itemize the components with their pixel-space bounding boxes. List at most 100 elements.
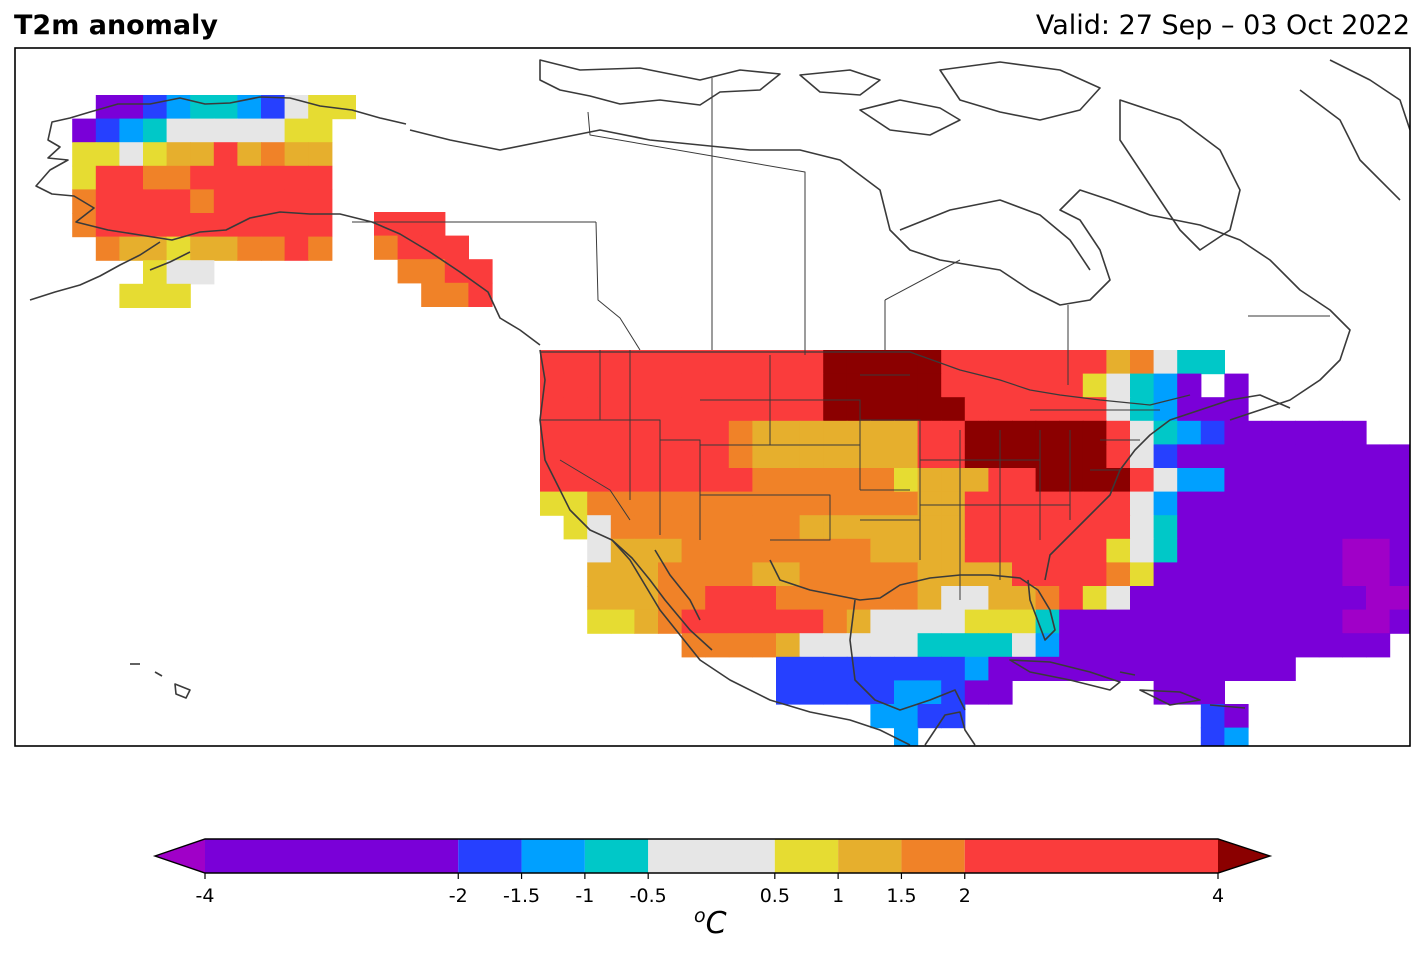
grid-cell [1318, 420, 1343, 445]
grid-cell [752, 444, 777, 469]
grid-cell [823, 656, 848, 681]
grid-cell [1130, 373, 1155, 398]
grid-cell [870, 350, 895, 375]
grid-cell [870, 420, 895, 445]
grid-cell [143, 95, 168, 120]
grid-cell [634, 468, 659, 493]
colorbar-segment [458, 839, 522, 873]
colorbar-segment [964, 839, 1218, 873]
grid-cell [1295, 609, 1320, 634]
grid-cell [119, 165, 144, 190]
grid-cell [752, 515, 777, 540]
grid-cell [894, 444, 919, 469]
grid-cell [1318, 562, 1343, 587]
grid-cell [1200, 538, 1225, 563]
grid-cell [728, 444, 753, 469]
grid-cell [941, 609, 966, 634]
grid-cell [1153, 609, 1178, 634]
grid-cell [1224, 586, 1249, 611]
grid-cell [1295, 420, 1320, 445]
grid-cell [444, 235, 469, 260]
grid-cell [587, 586, 612, 611]
grid-cell [95, 118, 120, 143]
grid-cell [1177, 633, 1202, 658]
grid-cell [1059, 373, 1084, 398]
grid-cell [1130, 586, 1155, 611]
grid-cell [1012, 491, 1037, 516]
grid-cell [941, 515, 966, 540]
grid-cell [119, 283, 144, 308]
grid-cell [1271, 420, 1296, 445]
grid-cell [1366, 444, 1391, 469]
grid-cell [1224, 633, 1249, 658]
grid-cell [1130, 397, 1155, 422]
grid-cell [1177, 586, 1202, 611]
grid-cell [468, 259, 493, 284]
grid-cell [658, 350, 683, 375]
grid-cell [1318, 468, 1343, 493]
grid-cell [1248, 468, 1273, 493]
grid-cell [1271, 515, 1296, 540]
grid-cell [964, 633, 989, 658]
grid-cell [964, 656, 989, 681]
grid-cell [72, 213, 97, 238]
grid-cell [421, 259, 446, 284]
grid-cell [1248, 420, 1273, 445]
grid-cell [1012, 397, 1037, 422]
grid-cell [752, 609, 777, 634]
grid-cell [728, 633, 753, 658]
grid-cell [1177, 656, 1202, 681]
grid-cell [1342, 538, 1367, 563]
grid-cell [95, 165, 120, 190]
grid-cell [846, 562, 871, 587]
grid-cell [1248, 515, 1273, 540]
grid-cell [705, 350, 730, 375]
grid-cell [284, 165, 309, 190]
colorbar-under-arrow [155, 839, 205, 873]
grid-cell [610, 420, 635, 445]
grid-cell [119, 189, 144, 214]
grid-cell [1177, 515, 1202, 540]
grid-cell [846, 444, 871, 469]
grid-cell [917, 397, 942, 422]
grid-cell [846, 350, 871, 375]
grid-cell [540, 397, 565, 422]
grid-cell [587, 444, 612, 469]
grid-cell [1248, 491, 1273, 516]
grid-cell [917, 633, 942, 658]
grid-cell [941, 444, 966, 469]
grid-cell [1318, 538, 1343, 563]
grid-cell [1177, 468, 1202, 493]
grid-cell [870, 562, 895, 587]
grid-cell [308, 189, 333, 214]
grid-cell [894, 562, 919, 587]
grid-cell [331, 95, 356, 120]
grid-cell [634, 397, 659, 422]
grid-cell [143, 189, 168, 214]
grid-cell [1271, 444, 1296, 469]
grid-cell [587, 350, 612, 375]
grid-cell [166, 189, 191, 214]
grid-cell [776, 609, 801, 634]
grid-cell [776, 633, 801, 658]
grid-cell [1318, 586, 1343, 611]
grid-cell [1366, 609, 1391, 634]
grid-cell [1177, 491, 1202, 516]
grid-cell [308, 213, 333, 238]
grid-cell [681, 373, 706, 398]
grid-cell [1059, 562, 1084, 587]
grid-cell [846, 491, 871, 516]
grid-cell [1200, 397, 1225, 422]
grid-cell [894, 680, 919, 705]
grid-cell [1318, 444, 1343, 469]
grid-cell [610, 350, 635, 375]
grid-cell [1177, 350, 1202, 375]
grid-cell [1295, 538, 1320, 563]
grid-cell [444, 259, 469, 284]
grid-cell [119, 118, 144, 143]
grid-cell [658, 538, 683, 563]
grid-cell [587, 609, 612, 634]
grid-cell [941, 633, 966, 658]
coastlines-and-borders [29, 59, 1410, 746]
grid-cell [823, 350, 848, 375]
